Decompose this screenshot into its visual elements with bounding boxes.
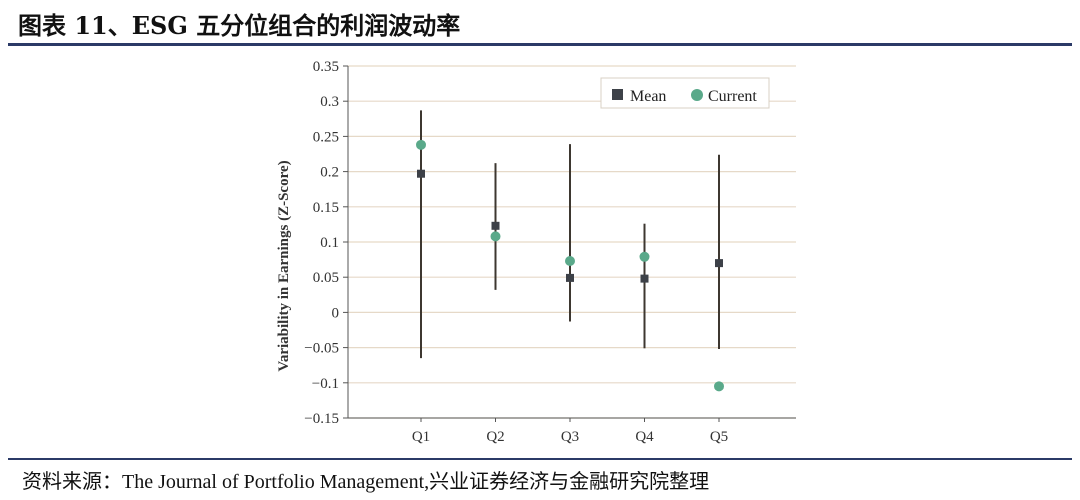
mean-point-q5 — [715, 259, 723, 268]
y-tick-label-8: −0.05 — [304, 341, 339, 357]
x-tick-label-q1: Q1 — [412, 429, 430, 445]
source-rule — [8, 458, 1072, 460]
legend-box — [600, 77, 770, 109]
y-tick-label-3: 0.2 — [320, 165, 339, 181]
current-point-q5 — [714, 381, 724, 392]
mean-point-q3 — [566, 273, 574, 282]
current-series-layer — [416, 139, 724, 392]
mean-series-layer — [417, 169, 723, 283]
y-tick-label-1: 0.3 — [320, 94, 339, 110]
y-tick-label-4: 0.15 — [313, 200, 339, 216]
chart-svg: 0.35 0.3 0.25 0.2 0.15 0.1 0.05 0 −0.05 −0.1 −0.15… — [276, 59, 796, 445]
current-point-q2 — [490, 231, 501, 242]
source-note: 资料来源：The Journal of Portfolio Management… — [22, 471, 710, 493]
legend: Mean Current — [600, 77, 770, 109]
range-layer — [420, 110, 720, 359]
y-tick-label-7: 0 — [332, 305, 340, 321]
y-tick-label-0: 0.35 — [313, 59, 339, 75]
y-tick-labels: 0.35 0.3 0.25 0.2 0.15 0.1 0.05 0 −0.05 −0.1 −0.15 — [304, 59, 339, 427]
mean-point-q1 — [417, 169, 425, 178]
y-tick-label-2: 0.25 — [313, 129, 339, 145]
current-point-q3 — [565, 256, 575, 267]
header: 图表 11、ESG 五分位组合的利润波动率 — [0, 0, 1080, 48]
axes-layer — [343, 65, 796, 422]
figure-title: 图表 11、ESG 五分位组合的利润波动率 — [18, 11, 461, 40]
y-tick-label-9: −0.1 — [312, 376, 339, 392]
legend-mean-marker — [612, 89, 623, 100]
current-point-q4 — [639, 251, 650, 262]
legend-current-label: Current — [708, 88, 757, 105]
x-tick-label-q3: Q3 — [561, 429, 579, 445]
y-tick-label-5: 0.1 — [320, 235, 339, 251]
legend-current-marker — [691, 89, 703, 101]
x-tick-label-q4: Q4 — [635, 429, 654, 445]
y-tick-label-10: −0.15 — [304, 411, 339, 427]
mean-point-q4 — [640, 274, 649, 283]
x-tick-label-q2: Q2 — [486, 429, 504, 445]
chart-area: 0.35 0.3 0.25 0.2 0.15 0.1 0.05 0 −0.05 −0.1 −0.15… — [0, 48, 1080, 452]
title-rule — [8, 43, 1072, 46]
x-tick-labels: Q1 Q2 Q3 Q4 Q5 — [412, 429, 728, 445]
x-tick-label-q5: Q5 — [710, 429, 728, 445]
y-axis-label: Variability in Earnings (Z-Score) — [276, 160, 292, 371]
grid-layer — [348, 65, 796, 419]
y-tick-label-6: 0.05 — [313, 270, 339, 286]
current-point-q1 — [416, 139, 426, 150]
legend-mean-label: Mean — [630, 88, 666, 105]
mean-point-q2 — [491, 221, 500, 230]
